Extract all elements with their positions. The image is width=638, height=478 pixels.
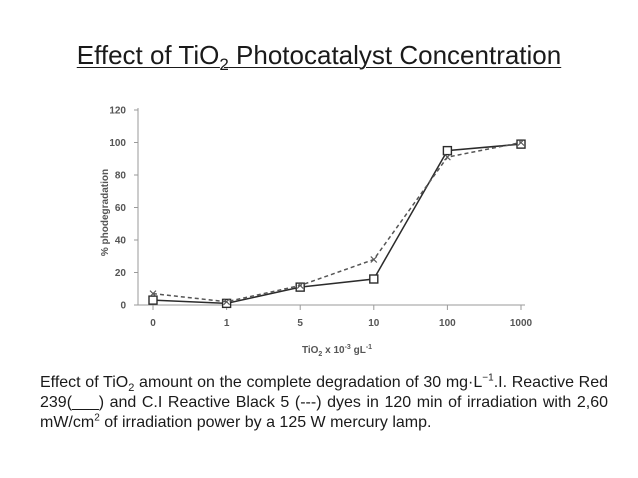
series-2-point	[296, 282, 304, 289]
series-1-point	[442, 145, 453, 156]
series-2-line	[152, 141, 522, 303]
series-1-point	[148, 295, 158, 305]
x-tick-label: 1	[224, 318, 230, 329]
y-tick-label: 60	[115, 203, 127, 214]
photodegradation-chart: 0 20 40 60 80 100 120 0 1 5 10 100 1000 % phodegradat…	[100, 106, 533, 359]
series-2-point	[149, 290, 157, 298]
x-tick-label: 10	[368, 318, 380, 329]
x-tick-label: 1000	[510, 318, 533, 329]
series-1-line	[152, 143, 522, 305]
series-2-point	[443, 153, 451, 161]
slide-title: Effect of TiO2 Photocatalyst Concentrati…	[76, 40, 562, 75]
y-tick-label: 20	[115, 268, 127, 279]
y-tick-label: 40	[115, 236, 127, 247]
y-tick-label: 100	[109, 138, 126, 149]
series-1-point	[221, 298, 232, 309]
series-1-point	[295, 282, 305, 292]
series-2-point	[370, 256, 378, 263]
y-tick-label: 120	[109, 106, 126, 117]
series-1-point	[369, 274, 379, 284]
y-tick-label: 80	[115, 171, 127, 182]
x-tick-label: 5	[297, 318, 303, 329]
x-tick-label: 0	[150, 318, 156, 329]
x-tick-label: 100	[439, 318, 456, 329]
y-tick-label: 0	[120, 301, 126, 312]
x-axis-label: TiO2 x 10-3 gL-1	[302, 344, 372, 358]
figure-caption: Effect of TiO2 amount on the complete de…	[40, 372, 609, 431]
series-1-point	[516, 139, 526, 149]
y-axis-label: % phodegradation	[100, 169, 111, 256]
series-2-point	[223, 298, 231, 306]
series-2-point	[517, 139, 525, 146]
